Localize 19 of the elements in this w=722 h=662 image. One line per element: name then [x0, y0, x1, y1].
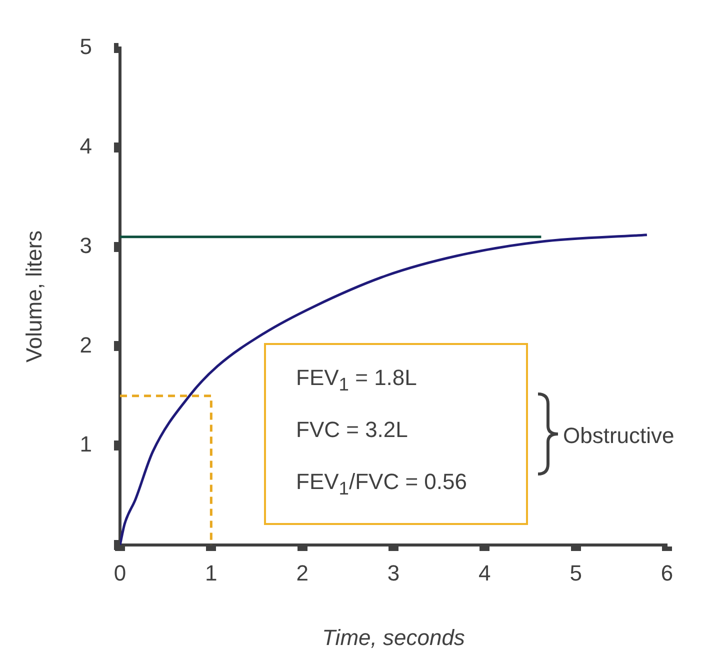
annotation: FEV$_{1}$ = 1.8L	[296, 365, 417, 396]
x-tick-label: 1	[205, 560, 218, 586]
y-tick-label: 4	[80, 133, 92, 158]
y-tick-label: 2	[80, 332, 92, 358]
x-tick-label: 4	[478, 560, 491, 586]
note-box: FEV$_{1}$ = 1.8L FVC = 3.2L FEV$_{1}$/FVC = 0.56	[264, 343, 528, 525]
x-tick-label: 3	[387, 560, 400, 586]
annotation: FVC = 3.2L	[296, 417, 408, 443]
annotation: Obstructive	[563, 423, 674, 449]
y-tick-label: 1	[80, 432, 92, 457]
x-axis-title: Time, seconds	[322, 624, 465, 650]
x-tick-label: 5	[570, 560, 582, 586]
x-tick-label: 6	[660, 560, 674, 586]
x-tick-label: 2	[296, 560, 308, 586]
x-tick-label: 0	[114, 560, 126, 586]
y-axis-title: Volume, liters	[21, 230, 46, 363]
y-tick-label: 3	[80, 232, 92, 258]
y-tick-label: 5	[80, 34, 92, 60]
annotation: FEV$_{1}$/FVC = 0.56	[296, 469, 468, 500]
